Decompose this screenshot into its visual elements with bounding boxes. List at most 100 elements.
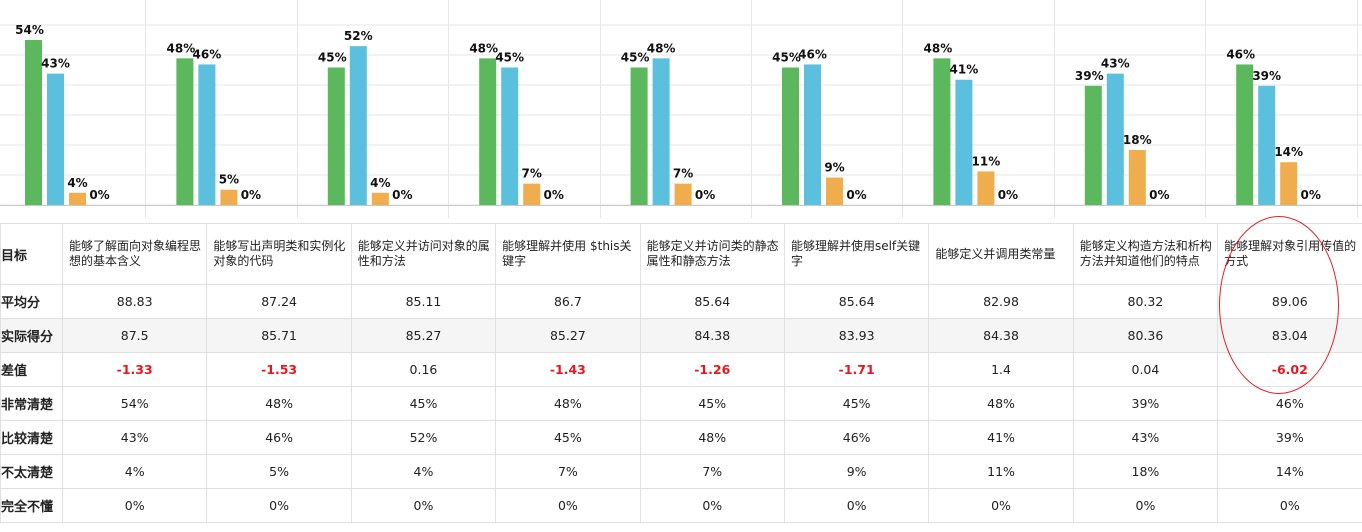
chart-svg: 54%43%4%0%48%46%5%0%45%52%4%0%48%45%7%0%… — [0, 0, 1362, 218]
table-cell: 46% — [1217, 386, 1362, 421]
table-cell: 0% — [928, 488, 1074, 523]
bar-label-s2-5: 48% — [647, 41, 676, 55]
table-row: 实际得分 87.5 85.71 85.27 85.27 84.38 83.93 84.38 80… — [0, 318, 1362, 353]
bar-label-s3-6: 9% — [824, 161, 844, 175]
table-cell: 45% — [350, 386, 497, 421]
table-cell: 5% — [206, 454, 352, 489]
bar-label-s2-9: 39% — [1252, 69, 1281, 83]
table-row: 比较清楚 43% 46% 52% 45% 48% 46% 41% 43% 39% — [0, 420, 1362, 455]
objective-header: 能够写出声明类和实例化对象的代码 — [206, 223, 352, 285]
objective-header: 能够定义并调用类常量 — [928, 223, 1074, 285]
table-cell: 85.64 — [639, 284, 785, 319]
bar-s2-9 — [1258, 85, 1276, 205]
bar-label-s4-6: 0% — [846, 188, 866, 202]
table-cell: 0% — [495, 488, 641, 523]
objective-header: 能够定义构造方法和析构方法并知道他们的特点 — [1072, 223, 1219, 285]
table-row: 差值 -1.33 -1.53 0.16 -1.43 -1.26 -1.71 1.4 0.04 -6… — [0, 352, 1362, 387]
bar-s2-7 — [955, 79, 973, 205]
table-cell: 18% — [1072, 454, 1219, 489]
bar-s1-9 — [1236, 64, 1254, 205]
bar-s1-5 — [630, 67, 648, 205]
table-header-row: 目标 能够了解面向对象编程思想的基本含义 能够写出声明类和实例化对象的代码 能够定义并… — [0, 223, 1362, 285]
table-row: 完全不懂 0% 0% 0% 0% 0% 0% 0% 0% 0% — [0, 488, 1362, 523]
table-cell: 45% — [639, 386, 785, 421]
table-cell: -1.26 — [639, 352, 785, 387]
table-cell: 0% — [639, 488, 785, 523]
table-cell: 0.04 — [1072, 352, 1219, 387]
row-label: 完全不懂 — [0, 488, 63, 523]
table-cell: 0% — [61, 488, 208, 523]
bar-label-s3-9: 14% — [1274, 145, 1303, 159]
bar-label-s2-2: 46% — [193, 47, 222, 61]
bar-label-s1-6: 45% — [772, 51, 801, 65]
table-cell: 0.16 — [350, 352, 497, 387]
row-label: 差值 — [0, 352, 63, 387]
objective-header: 能够了解面向对象编程思想的基本含义 — [61, 223, 208, 285]
bar-s1-6 — [782, 67, 799, 205]
bar-label-s2-4: 45% — [495, 51, 524, 65]
table-cell: 41% — [928, 420, 1074, 455]
table-cell: 0% — [1072, 488, 1219, 523]
bar-label-s2-1: 43% — [41, 57, 70, 71]
table-cell: 83.04 — [1217, 318, 1362, 353]
bar-label-s4-9: 0% — [1301, 188, 1321, 202]
row-label: 比较清楚 — [0, 420, 63, 455]
score-table-wrapper: 目标 能够了解面向对象编程思想的基本含义 能够写出声明类和实例化对象的代码 能够定义并… — [0, 223, 1362, 523]
bar-s1-3 — [327, 67, 345, 205]
table-cell: 54% — [61, 386, 208, 421]
table-cell: -1.71 — [783, 352, 930, 387]
table-cell: 0% — [1217, 488, 1362, 523]
bar-label-s2-8: 43% — [1101, 57, 1130, 71]
bar-s2-5 — [652, 58, 670, 206]
bar-label-s2-3: 52% — [344, 29, 373, 43]
bar-label-s1-3: 45% — [318, 51, 347, 65]
table-cell: 85.11 — [350, 284, 497, 319]
row-label: 平均分 — [0, 284, 63, 319]
bar-s3-8 — [1128, 150, 1146, 205]
objective-header: 能够定义并访问类的静态属性和静态方法 — [639, 223, 785, 285]
bar-label-s3-2: 5% — [219, 173, 239, 187]
table-cell: 82.98 — [928, 284, 1074, 319]
bar-s1-8 — [1084, 85, 1102, 205]
table-cell: 85.64 — [783, 284, 930, 319]
table-cell: 86.7 — [495, 284, 641, 319]
table-cell: -1.53 — [206, 352, 352, 387]
bar-s1-2 — [176, 58, 194, 206]
table-cell: 45% — [783, 386, 930, 421]
bar-label-s1-8: 39% — [1075, 69, 1104, 83]
table-cell: 87.24 — [206, 284, 352, 319]
table-cell: 85.71 — [206, 318, 352, 353]
bar-label-s3-3: 4% — [370, 176, 390, 190]
table-row: 平均分 88.83 87.24 85.11 86.7 85.64 85.64 82.98 80.… — [0, 284, 1362, 319]
bar-label-s3-8: 18% — [1123, 133, 1152, 147]
table-cell: 14% — [1217, 454, 1362, 489]
table-cell: 11% — [928, 454, 1074, 489]
bar-s3-1 — [69, 192, 86, 205]
row-label: 不太清楚 — [0, 454, 63, 489]
table-cell: 46% — [206, 420, 352, 455]
row-label: 实际得分 — [0, 318, 63, 353]
bar-s3-4 — [523, 183, 541, 205]
bar-s2-1 — [47, 73, 64, 205]
table-cell: 48% — [928, 386, 1074, 421]
bar-s3-6 — [826, 177, 843, 205]
bar-s3-5 — [674, 183, 692, 205]
table-cell: 87.5 — [61, 318, 208, 353]
bar-s3-3 — [371, 192, 389, 205]
table-row: 不太清楚 4% 5% 4% 7% 7% 9% 11% 18% 14% — [0, 454, 1362, 489]
table-cell: 88.83 — [61, 284, 208, 319]
bar-s1-7 — [933, 58, 951, 206]
objective-header: 能够定义并访问对象的属性和方法 — [350, 223, 497, 285]
bar-s2-8 — [1106, 73, 1124, 205]
bar-label-s1-7: 48% — [924, 41, 953, 55]
table-cell: 0% — [783, 488, 930, 523]
table-cell: 84.38 — [639, 318, 785, 353]
bar-s3-7 — [977, 171, 995, 205]
bar-label-s2-7: 41% — [950, 63, 979, 77]
table-cell: 48% — [206, 386, 352, 421]
table-cell: 85.27 — [495, 318, 641, 353]
table-cell: -6.02 — [1217, 352, 1362, 387]
bar-label-s4-8: 0% — [1149, 188, 1169, 202]
bar-label-s3-5: 7% — [673, 167, 693, 181]
bar-s2-2 — [198, 64, 216, 205]
